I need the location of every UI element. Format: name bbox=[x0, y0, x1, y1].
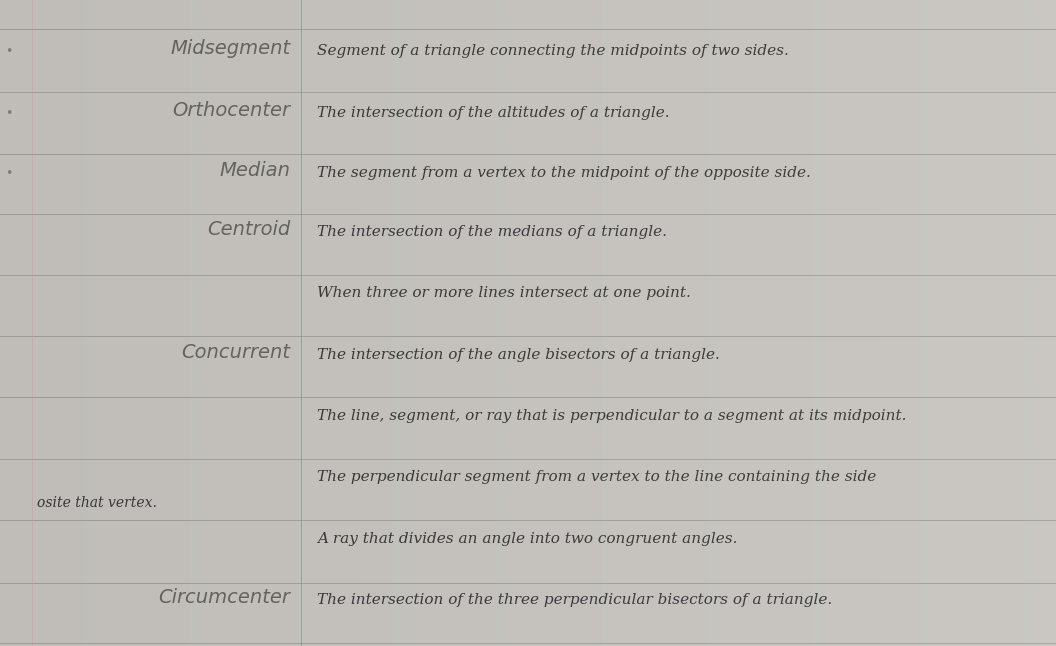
Text: Circumcenter: Circumcenter bbox=[158, 589, 290, 607]
Text: Median: Median bbox=[220, 161, 290, 180]
Text: Concurrent: Concurrent bbox=[182, 343, 290, 362]
Text: The segment from a vertex to the midpoint of the opposite side.: The segment from a vertex to the midpoin… bbox=[317, 165, 811, 180]
Text: The intersection of the angle bisectors of a triangle.: The intersection of the angle bisectors … bbox=[317, 348, 720, 362]
Text: •: • bbox=[5, 45, 13, 58]
Text: The line, segment, or ray that is perpendicular to a segment at its midpoint.: The line, segment, or ray that is perpen… bbox=[317, 409, 906, 423]
Text: •: • bbox=[5, 107, 13, 120]
Text: The perpendicular segment from a vertex to the line containing the side: The perpendicular segment from a vertex … bbox=[317, 470, 876, 484]
Text: The intersection of the medians of a triangle.: The intersection of the medians of a tri… bbox=[317, 225, 666, 239]
Text: Segment of a triangle connecting the midpoints of two sides.: Segment of a triangle connecting the mid… bbox=[317, 44, 789, 58]
Text: Centroid: Centroid bbox=[207, 220, 290, 239]
Text: The intersection of the altitudes of a triangle.: The intersection of the altitudes of a t… bbox=[317, 105, 670, 120]
Text: •: • bbox=[5, 167, 13, 180]
Text: The intersection of the three perpendicular bisectors of a triangle.: The intersection of the three perpendicu… bbox=[317, 593, 832, 607]
Text: When three or more lines intersect at one point.: When three or more lines intersect at on… bbox=[317, 286, 691, 300]
Text: Midsegment: Midsegment bbox=[170, 39, 290, 58]
Text: A ray that divides an angle into two congruent angles.: A ray that divides an angle into two con… bbox=[317, 532, 737, 546]
Text: osite that vertex.: osite that vertex. bbox=[37, 496, 157, 510]
Text: Orthocenter: Orthocenter bbox=[172, 101, 290, 120]
